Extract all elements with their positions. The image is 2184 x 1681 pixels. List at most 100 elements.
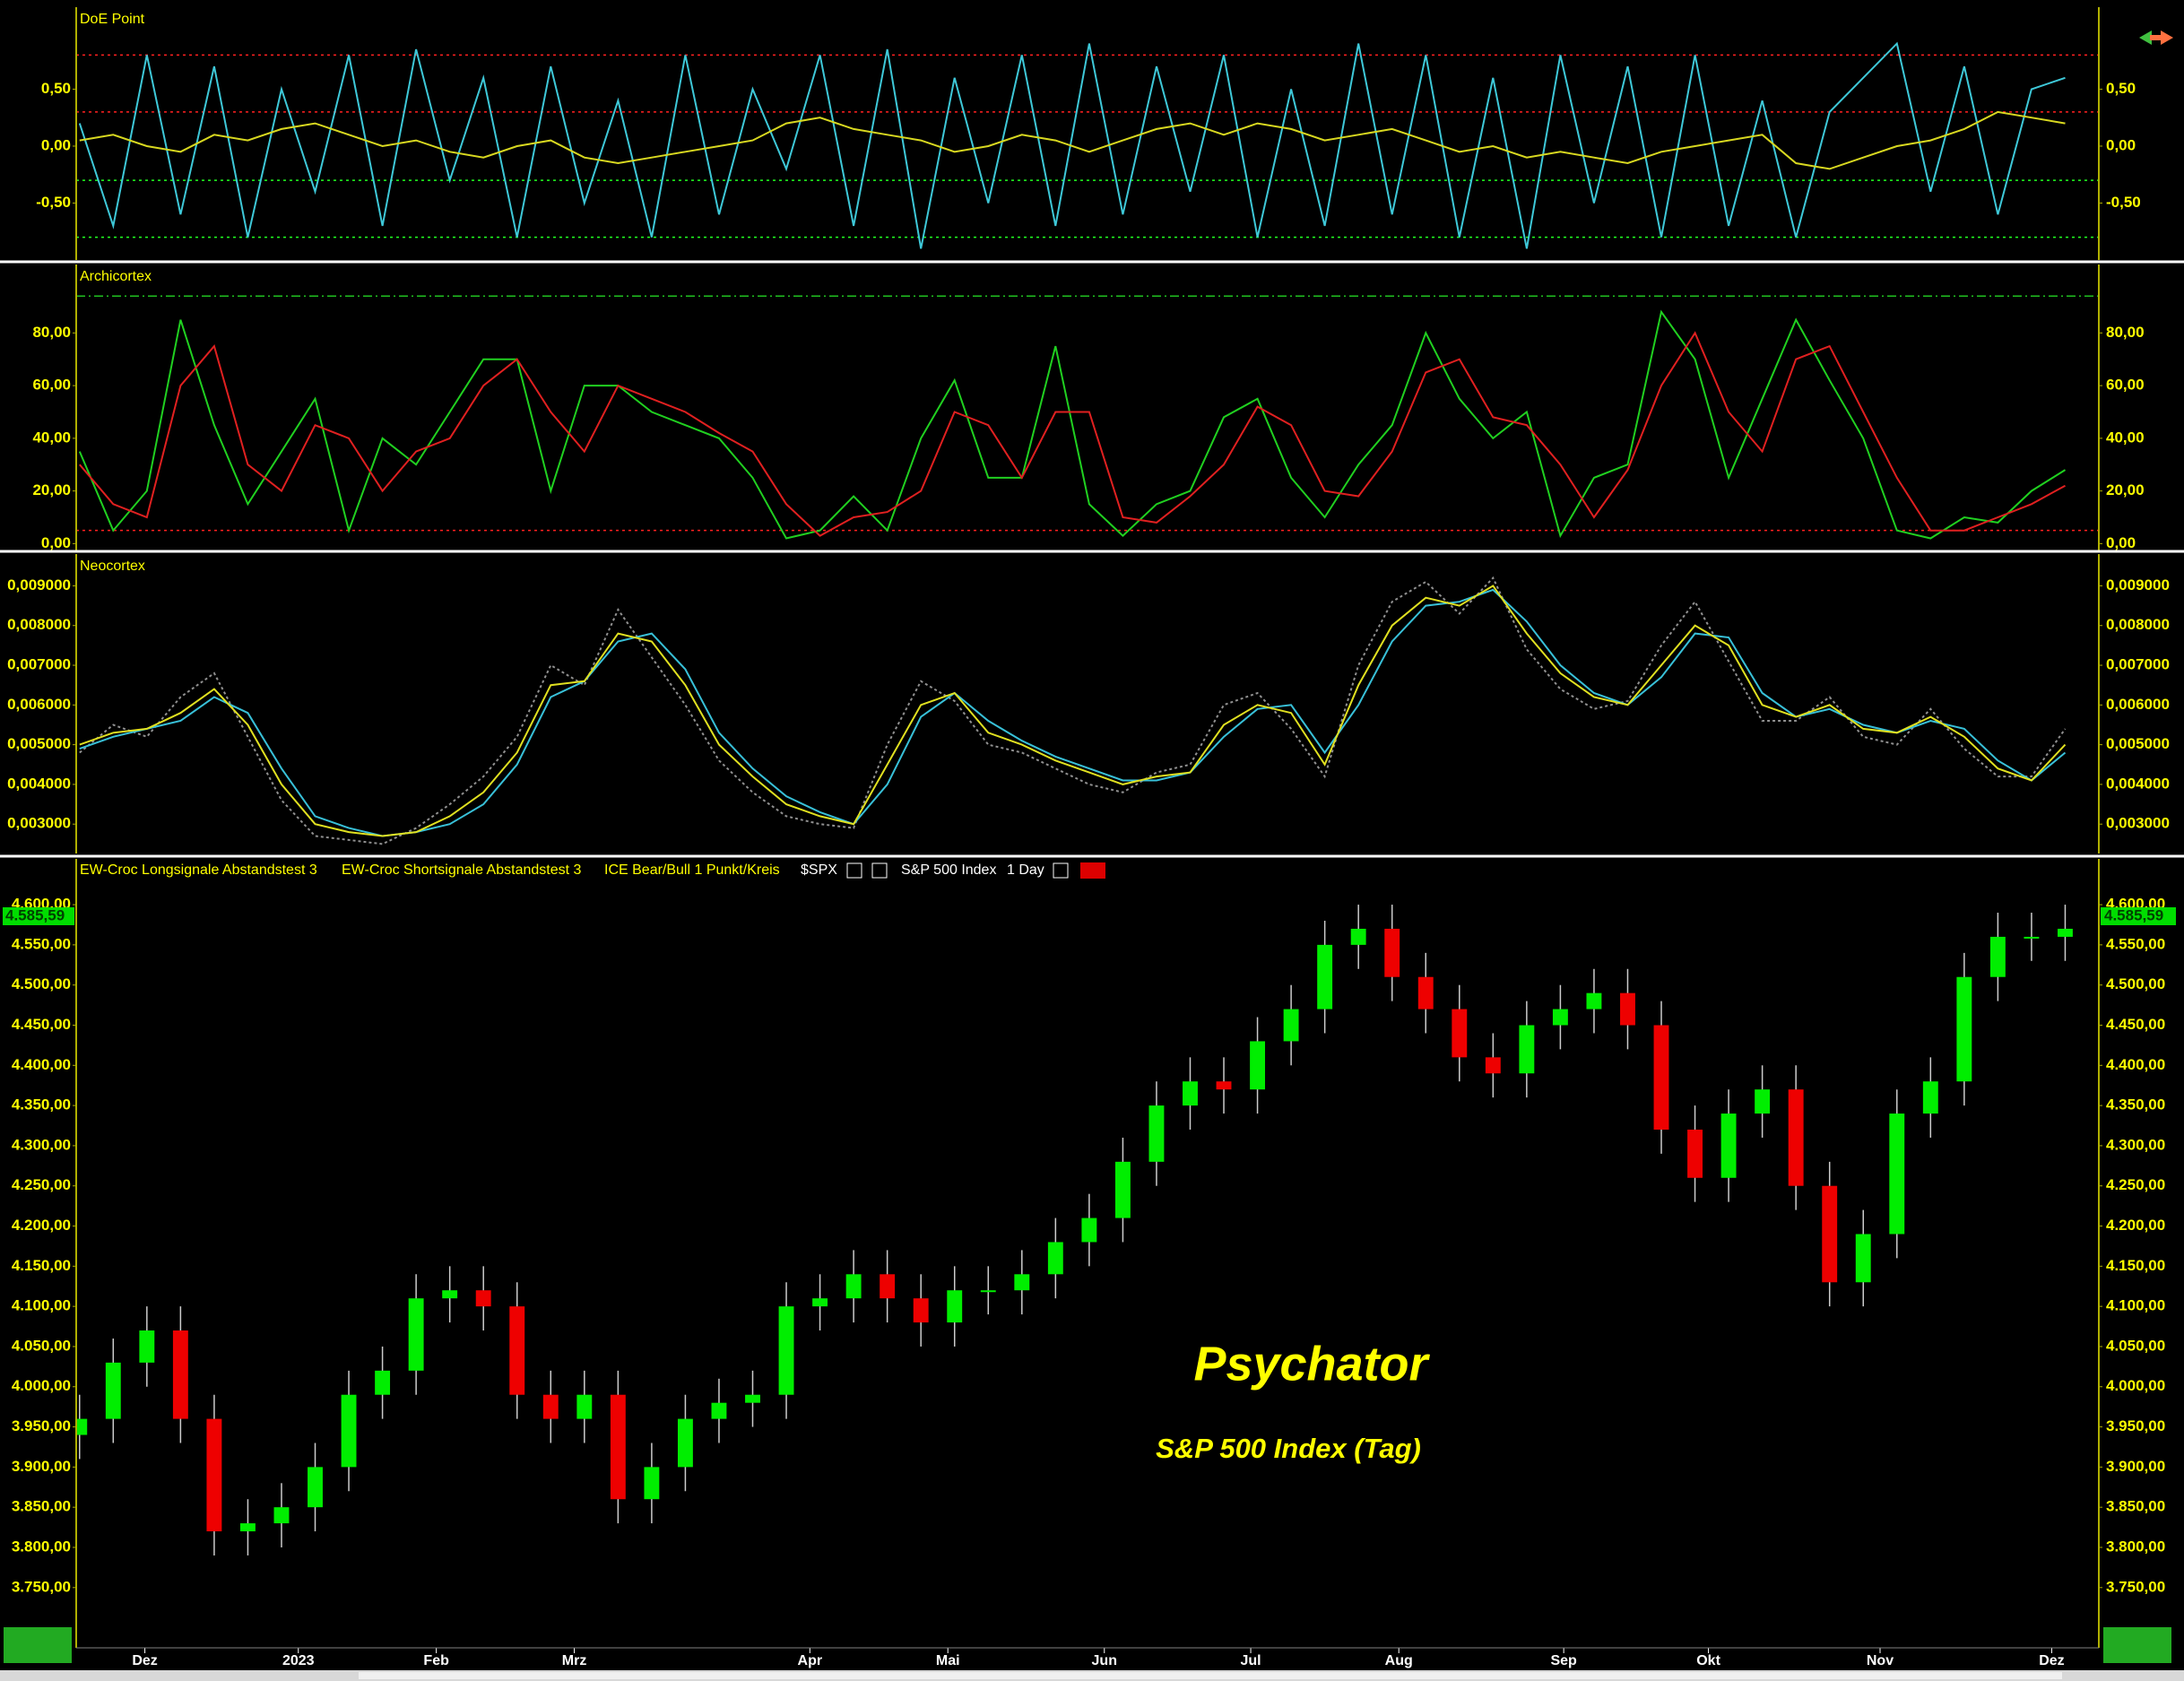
candle-body: [1855, 1234, 1871, 1283]
chart-title: Psychator: [1193, 1337, 1430, 1391]
series-line: [79, 110, 2066, 170]
last-price-label: 4.585,59: [2104, 906, 2163, 923]
y-tick-label: 0,003000: [2106, 815, 2170, 832]
x-tick-label: 2023: [282, 1653, 315, 1668]
y-tick-label: 0,00: [41, 136, 71, 153]
y-tick-label: 4.300,00: [2106, 1136, 2165, 1153]
candle-body: [1384, 928, 1400, 977]
y-tick-label: 4.500,00: [2106, 975, 2165, 992]
nav-block-right[interactable]: [2103, 1627, 2171, 1663]
y-tick-label: 0,50: [2106, 80, 2136, 97]
candle-body: [1822, 1185, 1838, 1283]
candle-body: [76, 1418, 88, 1435]
candle-body: [778, 1306, 794, 1395]
x-tick-label: Sep: [1550, 1653, 1577, 1668]
candle-body: [442, 1290, 458, 1299]
x-tick-label: Aug: [1385, 1653, 1413, 1668]
candle-body: [2058, 928, 2073, 937]
candle-body: [1350, 928, 1366, 945]
symbol: $SPX: [801, 862, 837, 878]
dropdown[interactable]: [871, 862, 888, 879]
y-tick-label: 0,00: [2106, 534, 2136, 551]
arrow-icon[interactable]: [2150, 30, 2173, 45]
y-tick-label: 3.950,00: [2106, 1417, 2165, 1434]
nav-block-left[interactable]: [4, 1627, 72, 1663]
y-tick-label: 0,004000: [7, 775, 71, 792]
y-tick-label: 4.150,00: [12, 1257, 71, 1274]
candle-body: [745, 1394, 760, 1403]
y-tick-label: 4.100,00: [2106, 1297, 2165, 1314]
scroll-thumb[interactable]: [359, 1672, 2062, 1679]
y-tick-label: 4.000,00: [12, 1377, 71, 1394]
y-tick-label: 0,50: [41, 80, 71, 97]
y-tick-label: -0,50: [2106, 194, 2141, 211]
y-tick-label: 0,006000: [7, 696, 71, 713]
candle-body: [1014, 1274, 1030, 1291]
candle-body: [1922, 1081, 1938, 1114]
y-tick-label: 3.900,00: [2106, 1458, 2165, 1475]
y-tick-label: 40,00: [2106, 429, 2145, 446]
y-tick-label: 4.150,00: [2106, 1257, 2165, 1274]
y-tick-label: 3.850,00: [2106, 1498, 2165, 1515]
y-tick-label: 4.200,00: [12, 1217, 71, 1234]
candle-body: [1283, 1009, 1299, 1042]
y-tick-label: 80,00: [32, 324, 71, 341]
candle-body: [980, 1290, 996, 1293]
y-tick-label: 0,003000: [7, 815, 71, 832]
candle-body: [139, 1330, 155, 1363]
candle-body: [576, 1394, 593, 1419]
pane-title: Neocortex: [80, 559, 145, 574]
y-tick-label: 4.250,00: [12, 1176, 71, 1193]
y-tick-label: 60,00: [32, 377, 71, 394]
candle-body: [273, 1507, 290, 1524]
candle-body: [1720, 1113, 1737, 1178]
dropdown[interactable]: [846, 862, 862, 879]
y-tick-label: 0,008000: [2106, 616, 2170, 633]
y-tick-label: 0,007000: [7, 656, 71, 673]
y-tick-label: 4.050,00: [2106, 1337, 2165, 1354]
y-tick-label: 20,00: [32, 481, 71, 498]
y-tick-label: 3.800,00: [2106, 1538, 2165, 1555]
candle-body: [880, 1274, 896, 1299]
y-tick-label: 40,00: [32, 429, 71, 446]
dropdown[interactable]: [1053, 862, 1069, 879]
y-tick-label: 4.100,00: [12, 1297, 71, 1314]
candle-body: [1452, 1009, 1468, 1058]
pane: [76, 41, 2099, 249]
y-tick-label: 3.750,00: [2106, 1578, 2165, 1595]
legend-item: ICE Bear/Bull 1 Punkt/Kreis: [604, 862, 780, 878]
candle-body: [1586, 992, 1602, 1009]
legend-item: EW-Croc Shortsignale Abstandstest 3: [342, 862, 581, 878]
y-tick-label: 0,009000: [7, 576, 71, 594]
y-tick-label: 4.400,00: [2106, 1056, 2165, 1073]
candle-body: [1485, 1057, 1501, 1074]
candle-body: [1620, 992, 1635, 1026]
y-tick-label: 4.250,00: [2106, 1176, 2165, 1193]
x-tick-label: Mai: [936, 1653, 960, 1668]
y-tick-label: 3.850,00: [12, 1498, 71, 1515]
last-price-box: [3, 906, 74, 925]
series-line: [78, 41, 2066, 249]
candle-body: [711, 1402, 727, 1419]
candle-body: [1148, 1105, 1165, 1162]
y-tick-label: 4.000,00: [2106, 1377, 2165, 1394]
pane-title: DoE Point: [80, 12, 145, 27]
candle-body: [1956, 976, 1972, 1082]
y-tick-label: 4.400,00: [12, 1056, 71, 1073]
candle-body: [913, 1298, 929, 1323]
y-tick-label: 0,005000: [2106, 735, 2170, 752]
pane: [76, 905, 2073, 1555]
chart-subtitle: S&P 500 Index (Tag): [1156, 1433, 1421, 1464]
candle-body: [542, 1394, 559, 1419]
y-tick-label: 4.350,00: [2106, 1096, 2165, 1113]
candle-body: [845, 1274, 862, 1299]
series-line: [78, 309, 2067, 540]
close-button[interactable]: [1080, 862, 1105, 879]
y-tick-label: 3.750,00: [12, 1578, 71, 1595]
candle-body: [1653, 1025, 1669, 1130]
candle-body: [1989, 936, 2006, 977]
x-tick-label: Dez: [2039, 1653, 2064, 1668]
